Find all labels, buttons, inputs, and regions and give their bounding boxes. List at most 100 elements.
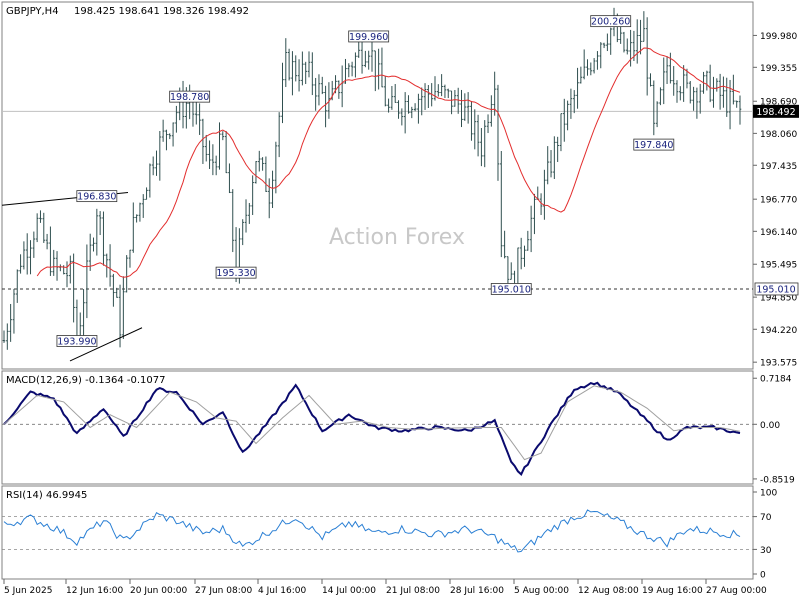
- price-bar: [274, 141, 278, 194]
- price-bar: [417, 93, 420, 124]
- price-bar: [287, 48, 291, 81]
- price-bar: [85, 244, 89, 319]
- price-bar: [42, 212, 46, 243]
- price-bar: [251, 175, 254, 215]
- price-bar: [645, 17, 649, 96]
- price-bar: [533, 193, 536, 235]
- price-bar: [102, 211, 105, 266]
- price-bar: [317, 74, 321, 106]
- price-bar: [569, 88, 573, 119]
- price-annotation: 195.010: [490, 283, 532, 295]
- price-bar: [171, 122, 175, 147]
- rsi-label: RSI(14) 46.9945: [6, 490, 87, 501]
- price-bar: [499, 151, 503, 258]
- price-bar: [688, 81, 692, 104]
- price-bar: [29, 240, 32, 275]
- price-bar: [257, 150, 261, 172]
- price-bar: [158, 130, 162, 181]
- price-bar: [221, 131, 225, 141]
- price-bar: [307, 51, 311, 78]
- price-panel[interactable]: [1, 1, 754, 370]
- price-bar: [294, 55, 298, 82]
- price-bar: [562, 98, 566, 142]
- price-bar: [161, 119, 165, 142]
- time-tick-label: 5 Aug 00:00: [514, 586, 569, 596]
- price-bar: [208, 140, 211, 169]
- price-bar: [735, 100, 738, 108]
- time-axis: 5 Jun 2025 12 Jun 16:00 20 Jun 00:00 27 Jun…: [3, 579, 767, 596]
- price-bar: [151, 156, 155, 176]
- macd-tick-label: -0.8519: [760, 475, 795, 485]
- price-bar: [572, 90, 576, 114]
- price-bar: [476, 114, 480, 157]
- time-tick-label: 28 Jul 16:00: [450, 586, 504, 596]
- price-bar: [725, 77, 729, 117]
- time-tick-label: 14 Jul 00:00: [322, 586, 376, 596]
- price-bar: [602, 42, 606, 49]
- price-bar: [642, 11, 646, 42]
- price-bar: [738, 95, 742, 125]
- price-bar: [679, 86, 682, 101]
- rsi-tick-label: 100: [760, 489, 777, 499]
- price-bar: [148, 163, 152, 198]
- price-tick-label: 197.435: [760, 162, 797, 172]
- price-tick-label: 199.355: [760, 64, 797, 74]
- price-bar: [380, 47, 384, 88]
- price-bar: [304, 61, 307, 85]
- price-bar: [397, 100, 400, 119]
- price-bar: [556, 136, 559, 162]
- price-bar: [264, 156, 268, 192]
- time-tick-label: 20 Jun 00:00: [130, 586, 187, 596]
- price-bar: [35, 213, 39, 243]
- chart-symbol: GBPJPY,H4: [6, 6, 59, 17]
- rsi-panel[interactable]: [1, 485, 754, 580]
- moving-average-line: [36, 47, 741, 278]
- price-tick-label: 196.770: [760, 196, 797, 206]
- price-bar: [224, 130, 228, 174]
- price-gridlines: [2, 110, 753, 290]
- price-bar: [539, 193, 543, 216]
- macd-label: MACD(12,26,9) -0.1364 -0.1077: [6, 375, 166, 386]
- price-bar: [582, 49, 586, 80]
- price-bar: [486, 114, 490, 134]
- price-bar: [244, 199, 248, 233]
- price-bar: [553, 136, 556, 179]
- price-bar: [141, 194, 145, 218]
- time-tick-label: 12 Jun 16:00: [66, 586, 123, 596]
- price-annotation-label: 195.010: [492, 284, 531, 295]
- signal-line: [3, 385, 741, 461]
- price-bar: [314, 77, 317, 111]
- rsi-line: [3, 509, 741, 553]
- price-bar: [128, 249, 132, 268]
- price-bar: [576, 67, 579, 109]
- price-bar: [301, 51, 304, 86]
- price-annotation: 193.990: [56, 335, 98, 348]
- price-bar: [523, 245, 526, 267]
- price-bar: [92, 237, 95, 252]
- price-bar: [15, 269, 19, 303]
- price-bar: [708, 64, 712, 103]
- time-tick-label: 5 Jun 2025: [4, 586, 52, 596]
- current-price-label: 198.492: [756, 107, 795, 118]
- price-bar: [503, 230, 506, 259]
- price-axis: 199.980 199.355 198.690 198.060 197.435 196.7…: [753, 32, 797, 369]
- price-bar: [672, 66, 675, 96]
- price-bar: [118, 284, 122, 348]
- price-bar: [155, 150, 158, 176]
- price-bar: [115, 287, 119, 298]
- price-bar: [526, 230, 530, 251]
- price-bar: [659, 87, 662, 106]
- price-bar: [470, 100, 473, 141]
- price-bar: [443, 84, 447, 98]
- price-bar: [138, 202, 142, 222]
- price-annotations: 199.960 200.260 198.780 196.830 195.330 195.0…: [56, 15, 675, 348]
- price-bar: [546, 146, 550, 185]
- price-bar: [692, 86, 695, 111]
- time-tick-label: 27 Jun 08:00: [195, 586, 252, 596]
- price-bar: [407, 95, 410, 114]
- watermark: Action Forex: [329, 225, 465, 250]
- price-bar: [519, 237, 523, 270]
- price-bar: [125, 255, 128, 293]
- price-bar: [423, 83, 427, 110]
